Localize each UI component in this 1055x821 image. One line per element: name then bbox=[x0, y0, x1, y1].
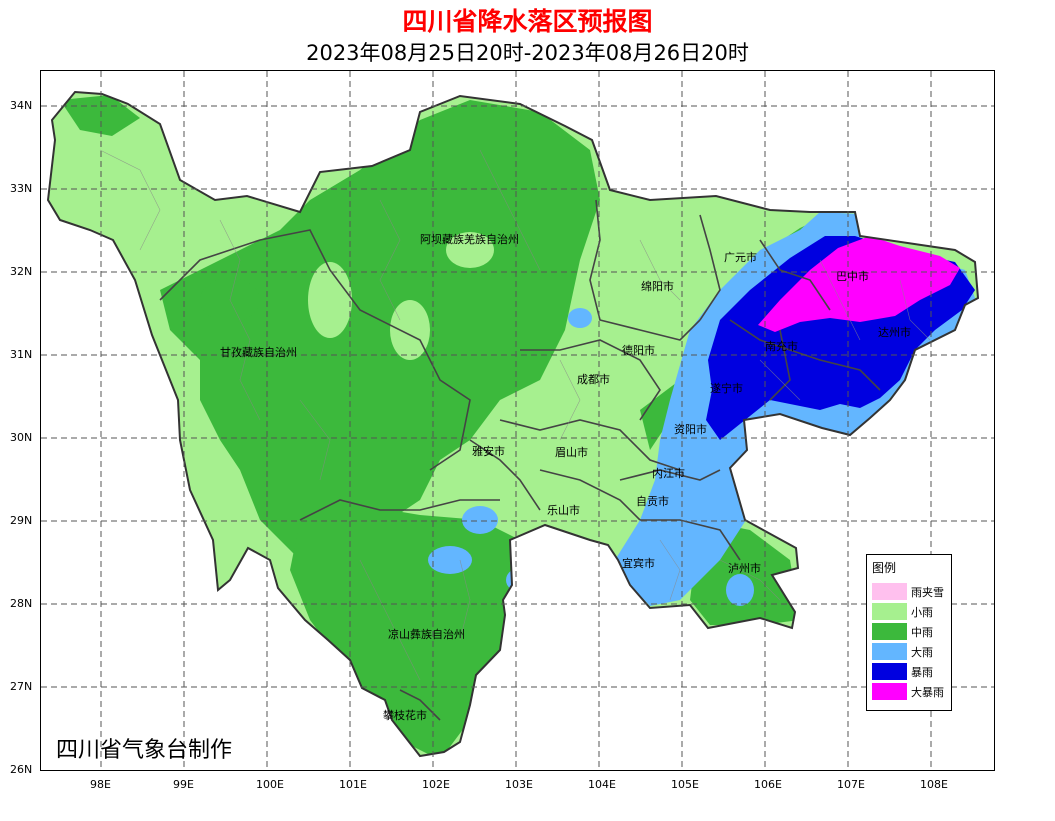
lon-tick-label: 104E bbox=[588, 778, 616, 791]
region-label: 德阳市 bbox=[622, 343, 655, 357]
lat-tick-label: 26N bbox=[10, 763, 33, 776]
lon-tick-label: 99E bbox=[173, 778, 194, 791]
county-boundaries bbox=[99, 149, 931, 681]
legend-label: 大暴雨 bbox=[911, 686, 944, 699]
region-label: 成都市 bbox=[577, 372, 610, 386]
lat-tick-label: 31N bbox=[10, 348, 33, 361]
region-label: 巴中市 bbox=[836, 269, 869, 283]
lon-tick-label: 105E bbox=[671, 778, 699, 791]
light-rain-patch bbox=[446, 232, 494, 268]
region-label: 雅安市 bbox=[472, 444, 505, 458]
region-label: 遂宁市 bbox=[710, 381, 743, 395]
heavy-rain-patch bbox=[462, 506, 498, 534]
legend-swatch bbox=[872, 663, 907, 680]
lat-tick-label: 28N bbox=[10, 597, 33, 610]
legend-swatch bbox=[872, 603, 907, 620]
lon-tick-label: 98E bbox=[90, 778, 111, 791]
lon-tick-label: 106E bbox=[754, 778, 782, 791]
legend-label: 暴雨 bbox=[911, 666, 933, 679]
lat-tick-label: 32N bbox=[10, 265, 33, 278]
region-label: 眉山市 bbox=[555, 445, 588, 459]
heavy-rainstorm-area bbox=[758, 236, 960, 332]
light-rain-patch bbox=[390, 300, 430, 360]
lon-tick-label: 103E bbox=[505, 778, 533, 791]
lat-tick-label: 34N bbox=[10, 99, 33, 112]
lat-tick-label: 29N bbox=[10, 514, 33, 527]
legend-swatch bbox=[872, 683, 907, 700]
moderate-rain-area bbox=[160, 100, 600, 560]
region-label: 宜宾市 bbox=[622, 556, 655, 570]
region-label: 内江市 bbox=[652, 466, 685, 480]
lat-tick-label: 33N bbox=[10, 182, 33, 195]
lon-tick-label: 101E bbox=[339, 778, 367, 791]
legend-swatch bbox=[872, 643, 907, 660]
legend-label: 雨夹雪 bbox=[911, 586, 944, 599]
lat-tick-label: 27N bbox=[10, 680, 33, 693]
legend-swatch bbox=[872, 583, 907, 600]
region-label: 凉山彝族自治州 bbox=[388, 627, 465, 641]
heavy-rain-patch bbox=[428, 546, 472, 574]
legend-label: 大雨 bbox=[911, 646, 933, 659]
lon-tick-label: 107E bbox=[837, 778, 865, 791]
legend-swatch bbox=[872, 623, 907, 640]
legend-title: 图例 bbox=[872, 561, 897, 575]
light-rain-patch bbox=[308, 262, 352, 338]
credit-text: 四川省气象台制作 bbox=[56, 738, 233, 763]
region-label: 自贡市 bbox=[636, 494, 669, 508]
heavy-rain-patch bbox=[726, 574, 754, 606]
legend-label: 小雨 bbox=[911, 606, 933, 619]
region-label: 阿坝藏族羌族自治州 bbox=[420, 232, 519, 246]
region-label: 广元市 bbox=[724, 250, 757, 264]
map-title: 四川省降水落区预报图 bbox=[402, 7, 653, 36]
region-label: 甘孜藏族自治州 bbox=[220, 345, 297, 359]
map-frame bbox=[40, 70, 995, 771]
prefecture-boundaries bbox=[159, 199, 881, 721]
lon-tick-label: 102E bbox=[422, 778, 450, 791]
map-subtitle: 2023年08月25日20时-2023年08月26日20时 bbox=[306, 41, 749, 65]
legend-label: 中雨 bbox=[911, 626, 933, 639]
moderate-rain-area-north bbox=[60, 95, 140, 136]
lon-tick-label: 100E bbox=[256, 778, 284, 791]
region-label: 绵阳市 bbox=[641, 279, 674, 293]
region-label: 南充市 bbox=[765, 339, 798, 353]
lat-tick-label: 30N bbox=[10, 431, 33, 444]
region-label: 乐山市 bbox=[547, 503, 580, 517]
region-label: 攀枝花市 bbox=[383, 708, 427, 722]
region-label: 泸州市 bbox=[728, 561, 761, 575]
province-boundary bbox=[46, 90, 980, 758]
legend: 图例 雨夹雪小雨中雨大雨暴雨大暴雨 bbox=[866, 554, 952, 711]
heavy-rain-patch bbox=[568, 308, 592, 328]
region-label: 达州市 bbox=[878, 325, 911, 339]
region-label: 资阳市 bbox=[674, 422, 707, 436]
lon-tick-label: 108E bbox=[920, 778, 948, 791]
